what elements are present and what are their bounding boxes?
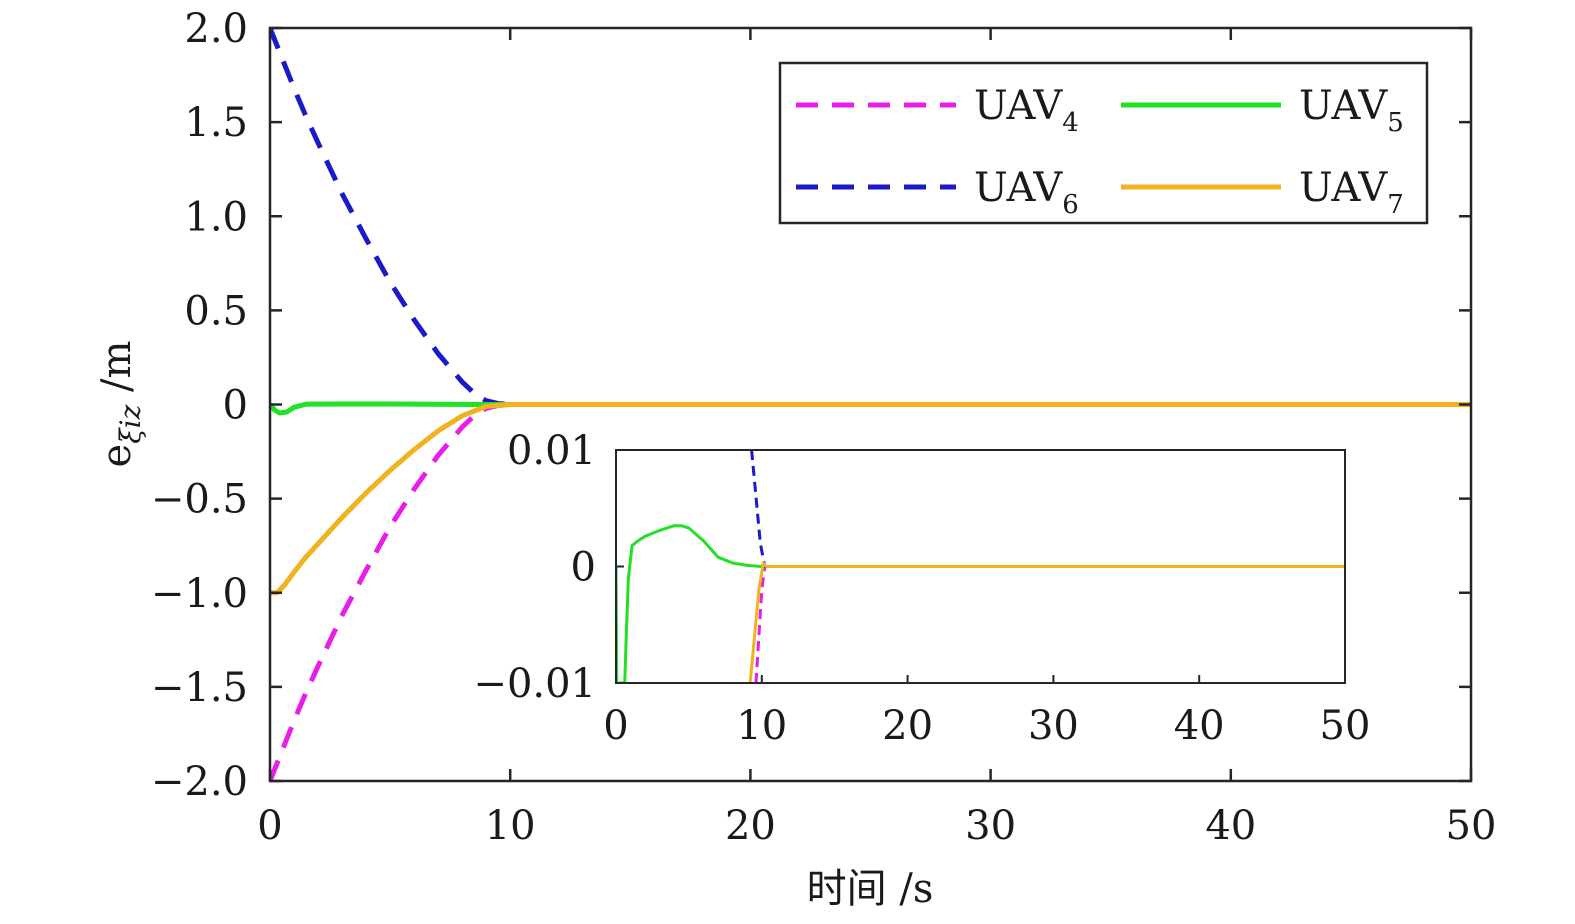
inset-x-tick-label: 0 — [603, 703, 628, 749]
inset-series-line-uav7 — [748, 561, 1345, 683]
y-tick-label: −1.0 — [151, 571, 248, 617]
legend-label-uav6: UAV6 — [974, 165, 1079, 220]
y-axis-label-main: e — [94, 444, 140, 468]
inset-y-tick-label: 0.01 — [507, 428, 596, 474]
inset-x-tick-label: 30 — [1028, 703, 1079, 749]
inset-series-line-uav5 — [616, 524, 1345, 683]
inset-x-tick-label: 40 — [1174, 703, 1225, 749]
inset-x-tick-label: 50 — [1320, 703, 1371, 749]
y-tick-label: 1.0 — [184, 194, 248, 240]
inset-y-tick-label: 0 — [571, 545, 596, 591]
legend-label-uav4: UAV4 — [974, 83, 1079, 138]
legend-label-uav5: UAV5 — [1299, 83, 1404, 138]
y-tick-label: 0.5 — [184, 288, 248, 334]
y-axis-label-sub: ξiz — [114, 404, 147, 443]
x-tick-label: 50 — [1446, 803, 1497, 849]
inset-y-tick-label: −0.01 — [473, 661, 596, 707]
x-tick-label: 10 — [485, 803, 536, 849]
y-axis-label: eξiz /m — [94, 341, 147, 468]
y-tick-label: 0 — [223, 383, 248, 429]
x-axis-label: 时间 /s — [807, 866, 934, 912]
y-tick-label: 1.5 — [184, 100, 248, 146]
y-axis-label-unit: /m — [94, 341, 140, 392]
y-tick-label: −1.5 — [151, 665, 248, 711]
inset-x-tick-label: 20 — [882, 703, 933, 749]
x-tick-label: 40 — [1205, 803, 1256, 849]
y-tick-label: 2.0 — [184, 6, 248, 52]
x-tick-label: 0 — [257, 803, 282, 849]
legend-label-uav7: UAV7 — [1299, 165, 1404, 220]
y-tick-label: −2.0 — [151, 759, 248, 805]
series-line-uav7 — [270, 402, 1471, 596]
y-tick-label: −0.5 — [151, 477, 248, 523]
inset-x-tick-label: 10 — [736, 703, 787, 749]
legend-box — [778, 61, 1429, 225]
svg-text:eξiz /m: eξiz /m — [94, 341, 147, 468]
x-tick-label: 20 — [725, 803, 776, 849]
x-tick-label: 30 — [965, 803, 1016, 849]
